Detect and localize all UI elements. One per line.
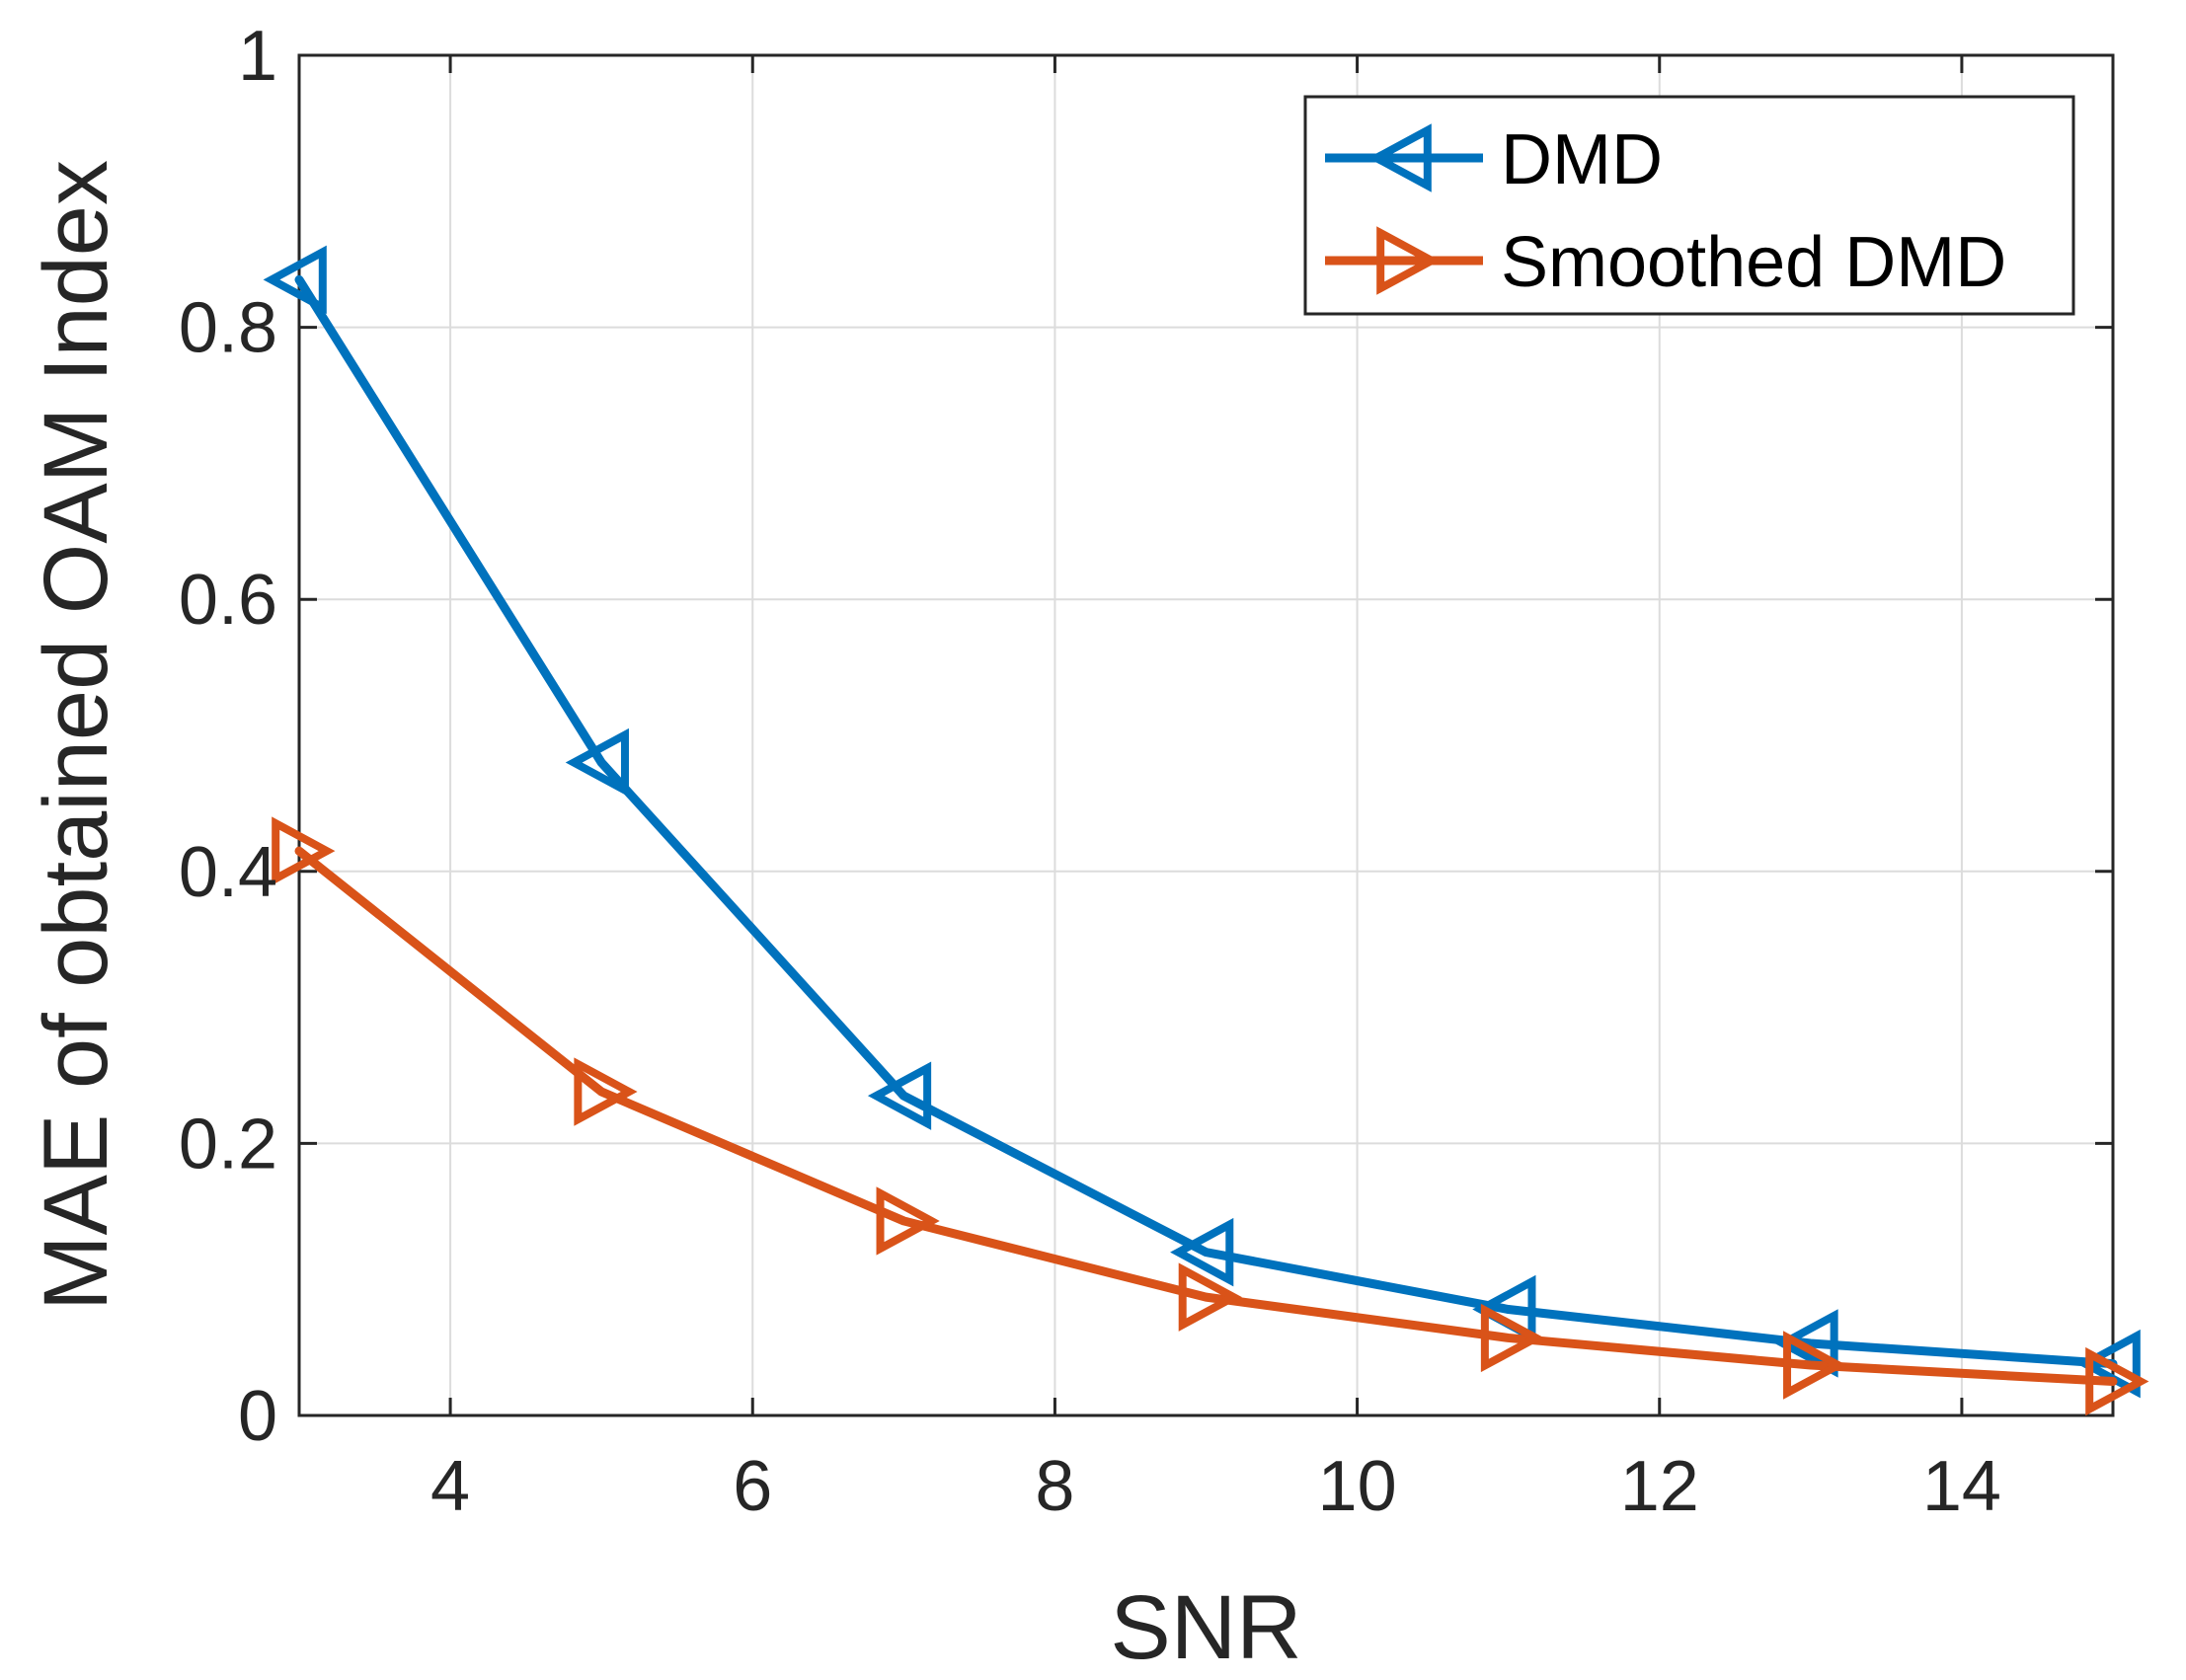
legend-label: Smoothed DMD bbox=[1501, 223, 2006, 302]
data-point bbox=[272, 816, 336, 885]
x-tick-label: 8 bbox=[1035, 1447, 1074, 1526]
y-tick-label: 0.8 bbox=[179, 289, 277, 368]
data-point bbox=[574, 1057, 638, 1126]
plot-frame bbox=[297, 53, 2115, 1417]
y-tick-label: 0 bbox=[238, 1377, 277, 1456]
data-point bbox=[876, 1186, 940, 1256]
series-dmd bbox=[263, 245, 2141, 1399]
x-tick-label: 4 bbox=[430, 1447, 470, 1526]
legend-item: DMD bbox=[1325, 120, 1663, 199]
y-axis-title: MAE of obtained OAM Index bbox=[26, 160, 126, 1311]
series-line bbox=[294, 846, 2118, 1387]
legend: DMD Smoothed DMD bbox=[1303, 95, 2075, 316]
legend-item: Smoothed DMD bbox=[1325, 223, 2006, 302]
data-point bbox=[1178, 1262, 1242, 1332]
data-point bbox=[1783, 1331, 1847, 1400]
data-point bbox=[1480, 1303, 1545, 1373]
legend-marker bbox=[1367, 123, 1432, 192]
y-tick-label: 1 bbox=[238, 17, 277, 96]
tick-labels: 4 6 8 10 12 14 0 0.2 0.4 0.6 0.8 1 bbox=[179, 17, 2001, 1526]
legend-label: DMD bbox=[1501, 120, 1663, 199]
legend-marker bbox=[1376, 226, 1441, 295]
x-tick-label: 12 bbox=[1620, 1447, 1699, 1526]
series-smoothed-dmd bbox=[272, 816, 2149, 1416]
x-tick-label: 6 bbox=[733, 1447, 772, 1526]
data-point bbox=[263, 245, 327, 315]
y-tick-label: 0.4 bbox=[179, 833, 277, 912]
series-layer bbox=[263, 245, 2149, 1416]
data-point bbox=[2085, 1346, 2149, 1416]
y-tick-label: 0.2 bbox=[179, 1105, 277, 1184]
x-tick-label: 10 bbox=[1318, 1447, 1397, 1526]
x-axis-title: SNR bbox=[1110, 1577, 1301, 1678]
legend-box bbox=[1303, 95, 2075, 316]
series-line bbox=[294, 274, 2118, 1369]
y-tick-label: 0.6 bbox=[179, 561, 277, 640]
data-point bbox=[1170, 1217, 1234, 1287]
x-tick-label: 14 bbox=[1922, 1447, 2001, 1526]
data-point bbox=[867, 1061, 932, 1130]
data-point bbox=[565, 727, 629, 798]
data-point bbox=[1774, 1309, 1838, 1378]
